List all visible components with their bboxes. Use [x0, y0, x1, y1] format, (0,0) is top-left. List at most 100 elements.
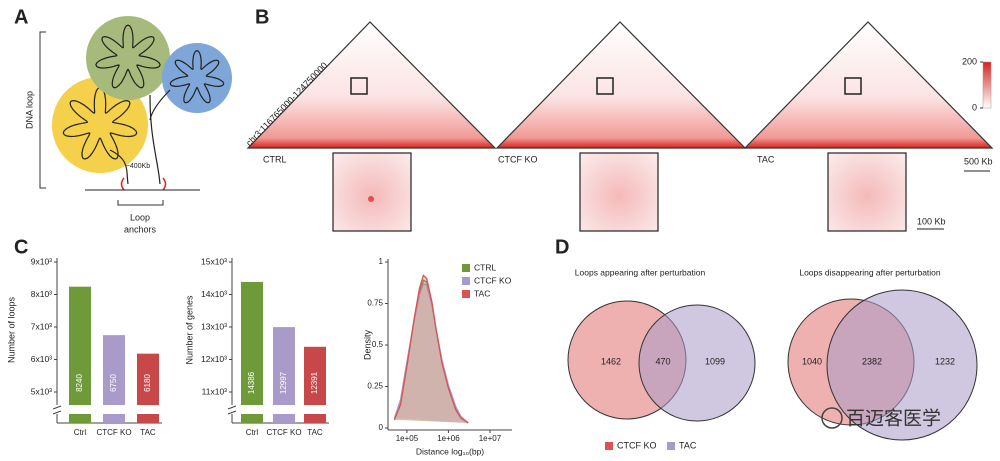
value-label: 12997: [279, 371, 288, 394]
x-tick-label: CTCF KO: [96, 428, 131, 437]
venn-title: Loops disappearing after perturbation: [799, 267, 941, 277]
legend-label: CTCF KO: [474, 275, 512, 285]
panel-label: A: [14, 6, 28, 28]
anchor: [120, 177, 167, 191]
colorbar-label: 200: [962, 56, 977, 66]
legend-swatch: [667, 442, 675, 450]
zoom-map: [332, 152, 412, 232]
y-axis-label: Number of genes: [184, 295, 194, 365]
y-tick-label: 5x10³: [31, 386, 52, 396]
bar-base: [273, 414, 295, 423]
watermark: 百迈客医学: [846, 408, 941, 430]
x-axis-label: Distance log₁₀(bp): [416, 446, 484, 456]
y-axis-label: Number of loops: [6, 296, 16, 363]
legend-label: TAC: [679, 440, 697, 450]
x-tick-label: 1e+05: [396, 434, 419, 443]
watermark-icon: [821, 407, 843, 429]
bar: [103, 335, 125, 405]
hic-map: [246, 21, 497, 149]
chromatin-stem: [109, 89, 171, 185]
panel-label: D: [555, 236, 569, 258]
venn-count: 1232: [935, 356, 955, 366]
y-tick-label: 7x10³: [31, 321, 52, 331]
legend-label: CTCF KO: [617, 440, 657, 450]
x-tick-label: 1e+07: [479, 434, 502, 443]
sample-label: CTRL: [263, 154, 287, 164]
zoom-map: [579, 152, 659, 232]
zoom-box: [844, 77, 862, 95]
x-tick-label: CTCF KO: [266, 428, 301, 437]
axis-break: [52, 405, 62, 415]
y-tick-label: 12x10³: [201, 354, 227, 364]
distance-label: ~400Kb: [126, 163, 150, 170]
x-tick-label: Ctrl: [74, 428, 87, 437]
bracket: [39, 31, 46, 189]
scale-bar-label: 100 Kb: [917, 216, 946, 226]
hic-map: [495, 21, 747, 149]
axis-break: [227, 405, 237, 415]
value-label: 14386: [247, 371, 256, 394]
zoom-map: [827, 152, 907, 232]
colorbar-label: 0: [972, 102, 977, 112]
venn-set: [826, 289, 978, 441]
x-tick-label: Ctrl: [246, 428, 259, 437]
anchor-label: Loop: [130, 212, 150, 222]
y-tick-label: 15x10³: [201, 256, 227, 266]
bar-base: [304, 414, 326, 423]
domain-circle: [86, 16, 170, 100]
venn-set: [638, 304, 756, 422]
value-label: 8240: [75, 374, 84, 392]
y-tick-label: 0: [379, 423, 384, 432]
bar: [137, 353, 159, 405]
legend-label: TAC: [474, 288, 490, 298]
hic-map: [743, 21, 994, 149]
y-tick-label: 8x10³: [31, 289, 52, 299]
legend-swatch: [462, 277, 470, 285]
colorbar: [982, 61, 992, 109]
value-label: 6750: [109, 374, 118, 392]
bar-base: [103, 414, 125, 423]
x-tick-label: TAC: [307, 428, 323, 437]
y-tick-label: 1: [379, 257, 384, 266]
axis-label: DNA loop: [24, 91, 34, 129]
scale-bar-label: 500 Kb: [964, 156, 993, 166]
panel-label: C: [14, 236, 28, 258]
y-tick-label: 0.5: [372, 340, 384, 349]
bar: [241, 281, 263, 405]
y-tick-label: 13x10³: [201, 321, 227, 331]
bar: [273, 327, 295, 405]
y-tick-label: 0.75: [367, 299, 383, 308]
chromatin: [62, 86, 138, 160]
zoom-box: [350, 77, 368, 95]
venn-count: 2382: [862, 356, 882, 366]
legend-swatch: [462, 290, 470, 298]
y-tick-label: 9x10³: [31, 256, 52, 266]
legend-swatch: [605, 442, 613, 450]
venn-count: 470: [655, 356, 670, 366]
density-area: [393, 274, 469, 424]
bar-base: [69, 414, 91, 423]
loop-dot: [368, 196, 374, 202]
panel-label: B: [255, 6, 269, 28]
y-axis-label: Density: [362, 329, 372, 360]
venn-count: 1462: [601, 356, 621, 366]
y-tick-label: 6x10³: [31, 354, 52, 364]
bar-base: [241, 414, 263, 423]
x-tick-label: TAC: [140, 428, 156, 437]
value-label: 12391: [310, 371, 319, 394]
zoom-box: [596, 77, 614, 95]
chromatin: [169, 49, 225, 104]
value-label: 6180: [143, 374, 152, 392]
sample-label: TAC: [757, 154, 775, 164]
y-tick-label: 0.25: [367, 382, 383, 391]
domain-circle: [162, 43, 232, 113]
legend-label: CTRL: [474, 262, 496, 272]
anchor-label: anchors: [124, 224, 157, 234]
bar: [304, 346, 326, 405]
y-tick-label: 11x10³: [202, 386, 228, 396]
anchor-bracket: [117, 200, 164, 206]
venn-count: 1040: [802, 356, 822, 366]
venn-count: 1099: [705, 356, 725, 366]
legend-swatch: [462, 264, 470, 272]
bar-base: [137, 414, 159, 423]
